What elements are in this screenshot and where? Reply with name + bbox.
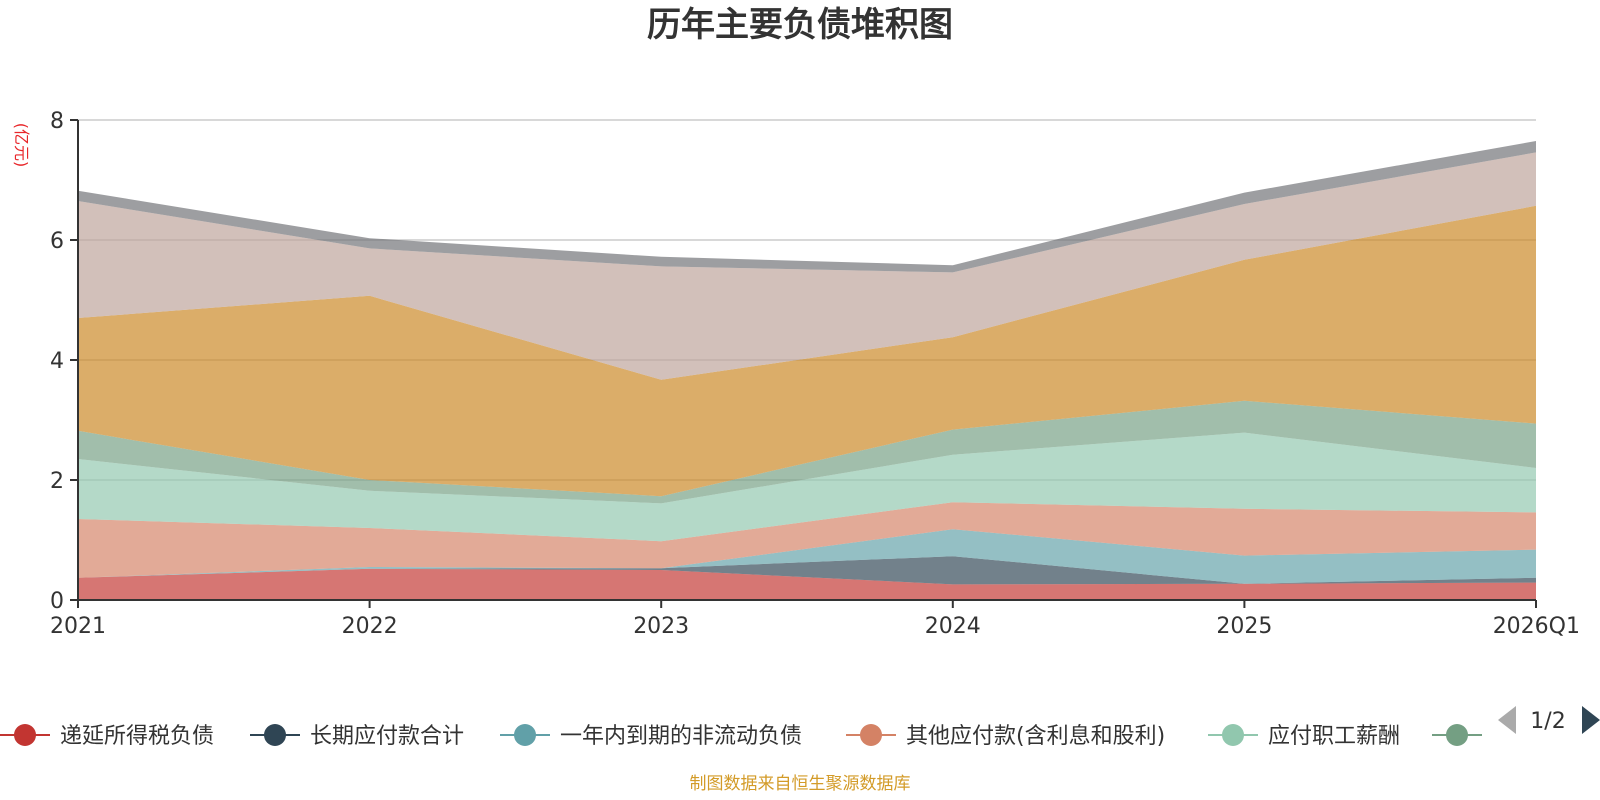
area-series-1[interactable] <box>78 568 1536 600</box>
next-page-icon[interactable] <box>1582 706 1600 734</box>
x-tick-label: 2026Q1 <box>1493 614 1580 639</box>
legend-label: 递延所得税负债 <box>60 724 214 749</box>
legend[interactable]: 递延所得税负债 长期应付款合计 一年内到期的非流动负债 其他应付款(含利息和股利) 应付… <box>0 724 1482 749</box>
legend-item[interactable]: 长期应付款合计 <box>250 724 464 749</box>
legend-marker-icon <box>860 724 882 746</box>
y-tick-label: 8 <box>50 109 64 134</box>
area-series-5[interactable] <box>78 432 1536 542</box>
area-series-2[interactable] <box>78 556 1536 585</box>
legend-item[interactable] <box>1432 724 1482 746</box>
area-series-7[interactable] <box>78 205 1536 497</box>
legend-label: 一年内到期的非流动负债 <box>560 724 802 749</box>
y-tick-label: 0 <box>50 589 64 614</box>
legend-pager[interactable]: 1/2 <box>1498 706 1600 734</box>
legend-label: 其他应付款(含利息和股利) <box>906 724 1165 749</box>
area-series-6[interactable] <box>78 400 1536 504</box>
x-tick-label: 2023 <box>633 614 689 639</box>
area-series-8[interactable] <box>78 152 1536 380</box>
y-tick-label: 4 <box>50 349 64 374</box>
x-tick-label: 2021 <box>50 614 106 639</box>
area-series-4[interactable] <box>78 502 1536 578</box>
y-tick-label: 2 <box>50 469 64 494</box>
x-tick-label: 2024 <box>925 614 981 639</box>
legend-item[interactable]: 递延所得税负债 <box>0 724 214 749</box>
legend-item[interactable]: 一年内到期的非流动负债 <box>500 724 802 749</box>
legend-marker-icon <box>14 724 36 746</box>
chart-title: 历年主要负债堆积图 <box>647 5 953 45</box>
legend-marker-icon <box>1446 724 1468 746</box>
data-source-note: 制图数据来自恒生聚源数据库 <box>690 774 911 794</box>
legend-marker-icon <box>1222 724 1244 746</box>
legend-label: 应付职工薪酬 <box>1268 724 1400 749</box>
prev-page-icon[interactable] <box>1498 706 1516 734</box>
area-series-group <box>78 141 1536 600</box>
y-axis-unit-label: (亿元) <box>12 123 31 168</box>
legend-marker-icon <box>514 724 536 746</box>
area-series-3[interactable] <box>78 529 1536 584</box>
x-tick-label: 2022 <box>342 614 398 639</box>
legend-label: 长期应付款合计 <box>310 724 464 749</box>
tick-labels: 0 2 4 6 8 2021 2022 2023 2024 2025 2026Q1 <box>50 109 1580 639</box>
legend-page-indicator: 1/2 <box>1530 709 1565 734</box>
legend-item[interactable]: 其他应付款(含利息和股利) <box>846 724 1165 749</box>
y-tick-label: 6 <box>50 229 64 254</box>
x-tick-label: 2025 <box>1216 614 1272 639</box>
legend-item[interactable]: 应付职工薪酬 <box>1208 724 1400 749</box>
legend-marker-icon <box>264 724 286 746</box>
